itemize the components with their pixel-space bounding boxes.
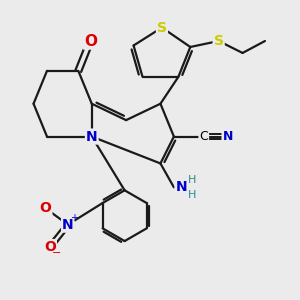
Text: S: S	[214, 34, 224, 48]
Text: O: O	[84, 34, 97, 49]
Text: S: S	[157, 21, 167, 34]
Text: H: H	[188, 190, 196, 200]
Text: N: N	[176, 180, 187, 194]
Text: C: C	[200, 130, 208, 143]
Text: +: +	[70, 213, 79, 223]
Text: N: N	[62, 218, 74, 232]
Text: O: O	[40, 201, 51, 215]
Text: N: N	[223, 130, 233, 143]
Text: O: O	[44, 240, 56, 254]
Text: −: −	[52, 248, 61, 258]
Text: N: N	[86, 130, 98, 144]
Text: H: H	[188, 175, 196, 185]
